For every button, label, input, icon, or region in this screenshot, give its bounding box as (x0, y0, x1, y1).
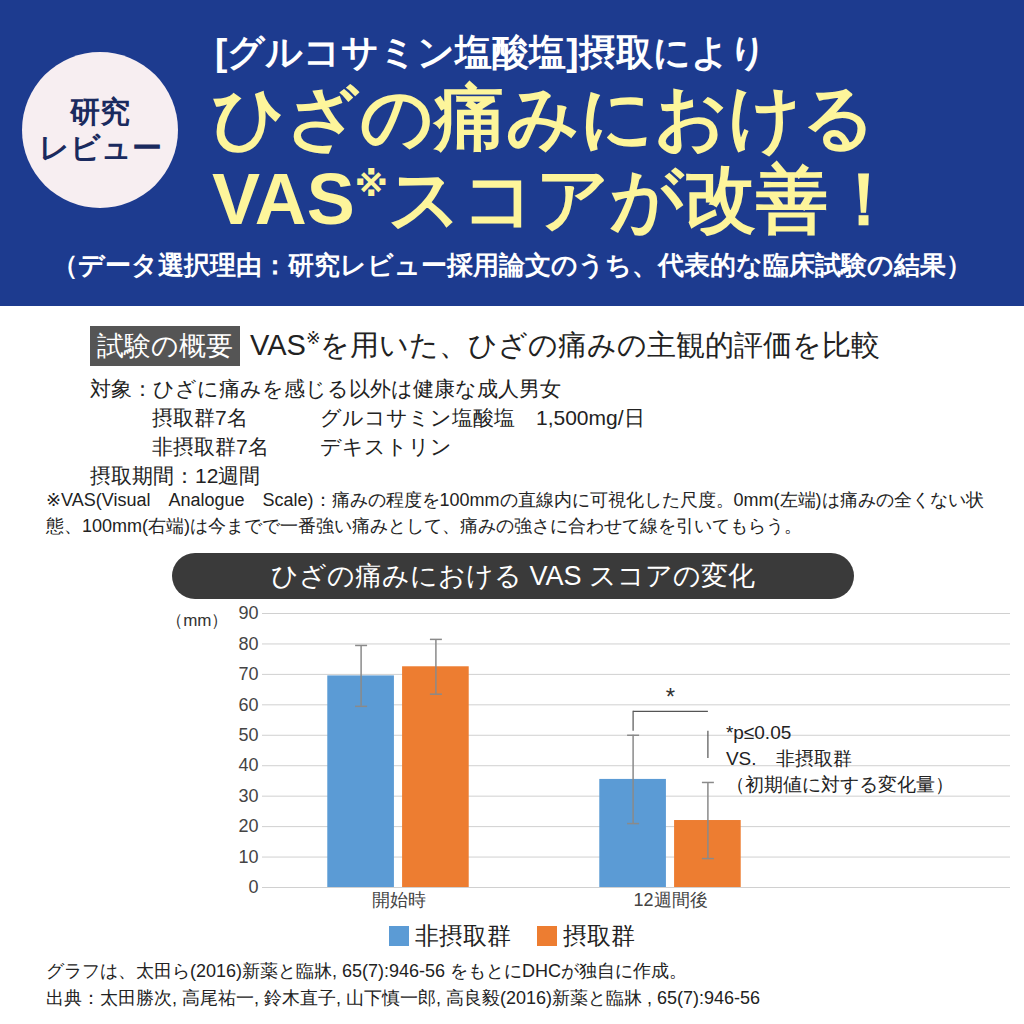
html-text:摂取群: 摂取群 (563, 922, 635, 949)
html-text:グラフは、太田ら(2016)新薬と臨牀, 65(7):946: グラフは、太田ら(2016)新薬と臨牀, 65(7):946-56 をもとにDH… (46, 961, 688, 981)
svg-text:90: 90 (238, 603, 258, 623)
html-text:VAS: VAS (212, 159, 355, 239)
html-text:デキストリン: デキストリン (320, 435, 452, 458)
svg-text:70: 70 (238, 664, 258, 684)
svg-text:20: 20 (238, 816, 258, 836)
svg-text:60: 60 (238, 695, 258, 715)
svg-text:12週間後: 12週間後 (633, 890, 707, 910)
html-text:摂取期間：12週間: 摂取期間：12週間 (90, 464, 261, 487)
svg-text:（mm）: （mm） (166, 611, 228, 630)
html-text:レビュー: レビュー (38, 131, 162, 164)
html-text:研究: 研究 (70, 95, 130, 128)
svg-text:10: 10 (238, 847, 258, 867)
html-text:非摂取群7名: 非摂取群7名 (152, 435, 269, 458)
html-text:対象：ひざに痛みを感じる以外は健康な成人男女: 対象：ひざに痛みを感じる以外は健康な成人男女 (90, 377, 561, 400)
html-text:ひざの痛みにおける VAS スコアの変化: ひざの痛みにおける VAS スコアの変化 (271, 561, 755, 591)
svg-text:50: 50 (238, 725, 258, 745)
svg-text:30: 30 (238, 786, 258, 806)
html-text:[グルコサミン塩酸塩]摂取により: [グルコサミン塩酸塩]摂取により (215, 32, 767, 73)
html-text:摂取群7名: 摂取群7名 (152, 406, 248, 429)
html-text:ひざの痛みにおける: ひざの痛みにおける (212, 77, 876, 157)
html-text:VAS※を用いた、ひざの痛みの主観的評価を比較: VAS※を用いた、ひざの痛みの主観的評価を比較 (250, 328, 881, 361)
html-text:※VAS(Visual Analogue Scale)：痛み: ※VAS(Visual Analogue Scale)：痛みの程度を100mmの… (46, 490, 984, 536)
html-text:試験の概要: 試験の概要 (97, 331, 233, 361)
svg-text:0: 0 (248, 877, 258, 897)
svg-text:開始時: 開始時 (372, 890, 426, 910)
html-text:（データ選択理由：研究レビュー採用論文のうち、代表的な臨床試: （データ選択理由：研究レビュー採用論文のうち、代表的な臨床試験の結果） (52, 250, 972, 280)
svg-text:*: * (666, 683, 675, 710)
html-text:スコアが改善！: スコアが改善！ (387, 159, 900, 239)
svg-text:80: 80 (238, 634, 258, 654)
svg-text:*p≤0.05VS. 非摂取群（初期値に対する変化量）: *p≤0.05VS. 非摂取群（初期値に対する変化量） (726, 722, 954, 794)
html-text:非摂取群: 非摂取群 (415, 922, 511, 949)
html-text:出典：太田勝次, 高尾祐一, 鈴木直子, 山下慎一郎, 高良: 出典：太田勝次, 高尾祐一, 鈴木直子, 山下慎一郎, 高良毅(2016)新薬と… (46, 988, 761, 1008)
svg-text:40: 40 (238, 755, 258, 775)
html-text:グルコサミン塩酸塩 1,500mg/日: グルコサミン塩酸塩 1,500mg/日 (320, 406, 645, 429)
